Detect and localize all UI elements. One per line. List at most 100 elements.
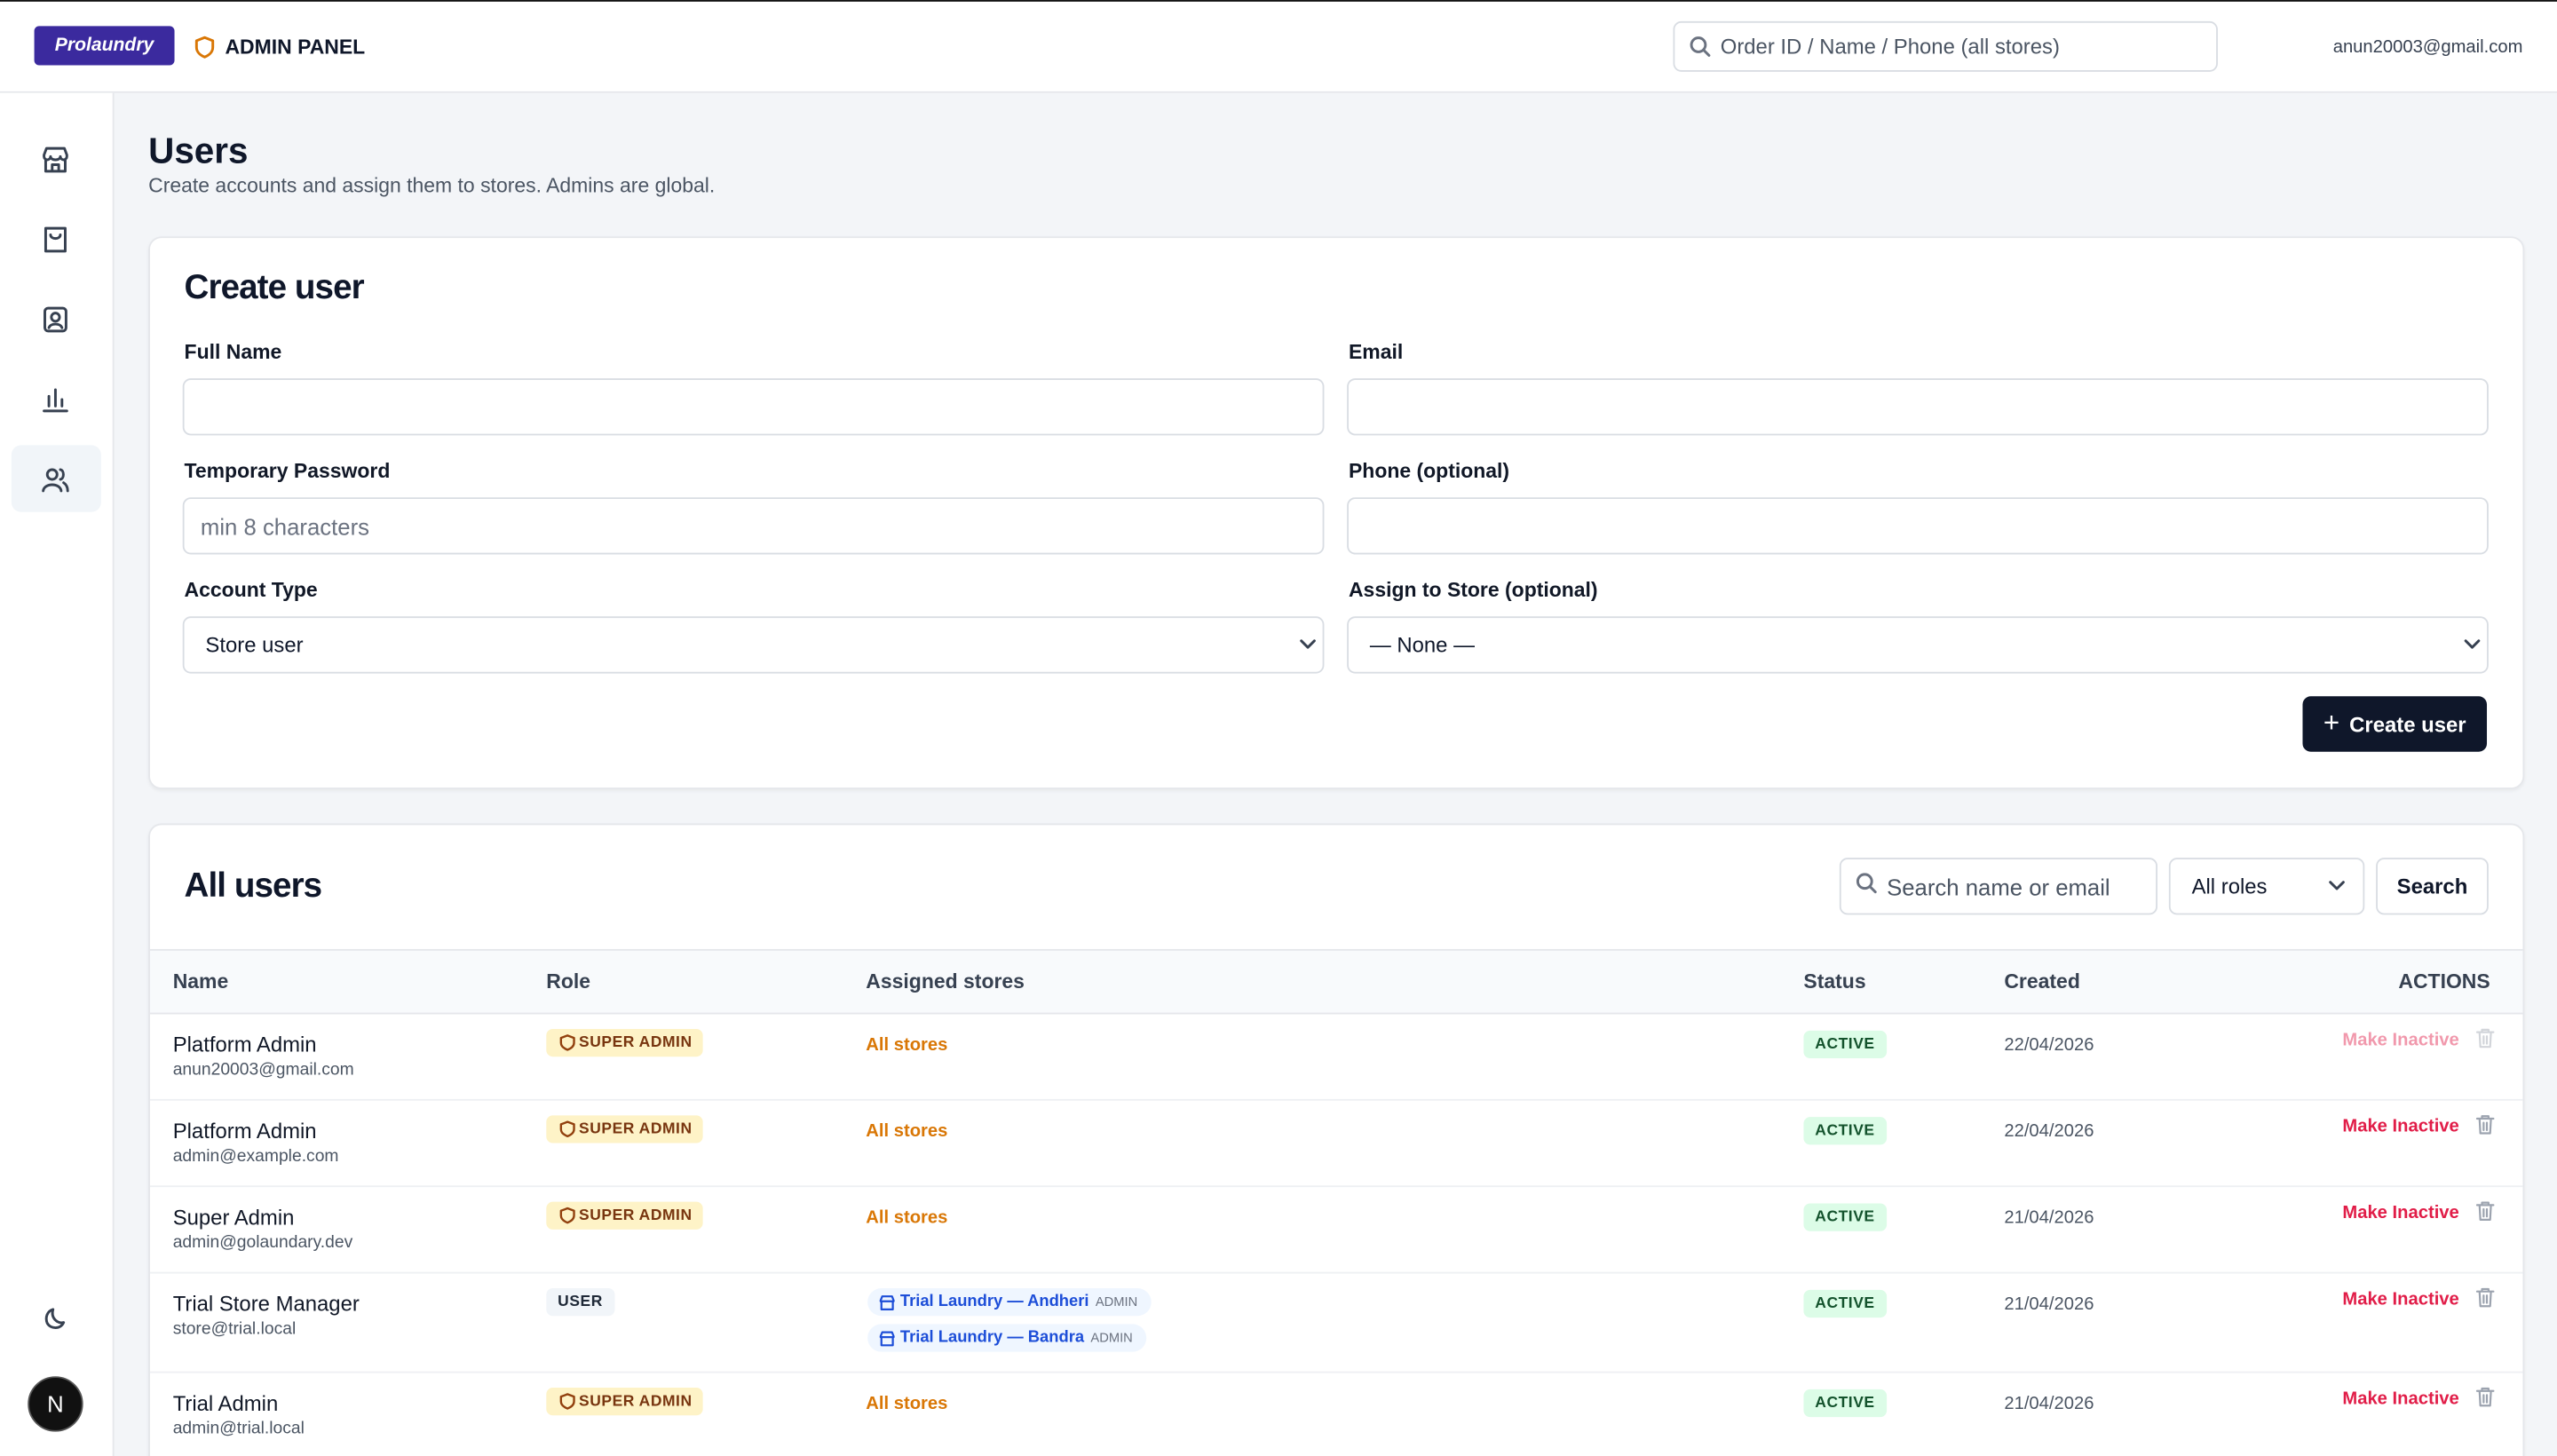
status-badge: ACTIVE [1803,1117,1887,1145]
user-search[interactable]: Search name or email [1839,858,2158,915]
shield-icon [194,36,215,59]
delete-icon [2475,1287,2495,1308]
chevron [2464,639,2481,649]
status-badge: ACTIVE [1803,1389,1887,1418]
users-card: All users Search name or email All roles… [148,823,2525,1456]
select-value: Store user [205,632,304,658]
field-label: Phone (optional) [1348,459,1510,483]
card-title: Create user [184,269,365,307]
panel-label: ADMIN PANEL [225,36,366,59]
store-chip: Trial Laundry — Bandra ADMIN [867,1324,1146,1352]
field-label: Email [1348,340,1404,364]
role-badge: SUPER ADMIN [546,1388,704,1416]
row-divider [149,1371,2523,1373]
created-date: 21/04/2026 [2004,1294,2094,1315]
created-date: 21/04/2026 [2004,1394,2094,1414]
delete-icon [2475,1387,2495,1407]
create-button[interactable]: + Create user [2302,696,2488,752]
text-input[interactable] [1347,378,2489,436]
status-badge: ACTIVE [1803,1289,1887,1318]
create-user-card: Create user + Create user Full Name Email T… [148,236,2525,789]
all-stores: All stores [866,1394,948,1414]
column-header: ACTIONS [2398,969,2490,993]
search-icon [1856,873,1877,894]
status-badge: ACTIVE [1803,1030,1887,1059]
page-title: Users [148,130,249,171]
text-input[interactable]: min 8 characters [182,497,1325,555]
users-icon[interactable] [41,464,70,494]
sidebar: N [0,92,115,1456]
column-header: Created [2004,969,2080,993]
row-divider [149,1185,2523,1188]
store-role: ADMIN [1095,1294,1138,1310]
shield-icon [559,1034,575,1051]
placeholder: min 8 characters [200,512,369,540]
theme-toggle[interactable] [43,1306,68,1332]
all-stores: All stores [866,1208,948,1229]
column-header: Role [546,969,591,993]
user-email: anun20003@gmail.com [172,1059,354,1080]
button-label: Search [2396,874,2468,899]
make-inactive[interactable]: Make Inactive [2342,1203,2459,1223]
page-subtitle: Create accounts and assign them to store… [148,174,716,198]
column-header: Name [172,969,229,993]
customer-icon[interactable] [41,305,70,334]
user-name: Platform Admin [172,1032,317,1057]
role-badge: SUPER ADMIN [546,1201,704,1230]
shield-icon [559,1393,575,1410]
make-inactive[interactable]: Make Inactive [2342,1117,2459,1137]
user-email: admin@golaundary.dev [172,1232,353,1253]
select-value: — None — [1369,632,1475,658]
user-name: Trial Store Manager [172,1291,360,1317]
store-icon [879,1295,895,1311]
button-label: Create user [2349,711,2466,737]
role-filter[interactable]: All roles [2168,858,2365,915]
global-search[interactable]: Order ID / Name / Phone (all stores) [1673,20,2218,72]
text-input[interactable] [1347,497,2489,555]
role-badge: USER [546,1288,614,1317]
bag-icon[interactable] [41,225,70,254]
delete-icon [2475,1115,2495,1135]
created-date: 21/04/2026 [2004,1208,2094,1229]
created-date: 22/04/2026 [2004,1035,2094,1056]
shield-icon [559,1120,575,1138]
store-icon[interactable] [41,145,70,174]
header: Prolaundry ADMIN PANEL Order ID / Name /… [0,0,2557,93]
row-divider [149,1271,2523,1274]
select-value: All roles [2191,874,2268,899]
placeholder: Search name or email [1887,873,2110,899]
field-label: Account Type [184,579,318,602]
field-label: Full Name [184,340,282,364]
store-name: Trial Laundry — Andheri [899,1293,1089,1311]
column-header: Status [1803,969,1866,993]
plus-icon: + [2323,708,2340,740]
make-inactive: Make Inactive [2342,1030,2459,1050]
search-button[interactable]: Search [2376,858,2489,915]
search-icon [1690,36,1711,57]
user-email: admin@trial.local [172,1418,305,1439]
select[interactable]: — None — [1347,616,2489,674]
user-email[interactable]: anun20003@gmail.com [2332,37,2523,58]
reports-icon[interactable] [41,384,70,414]
field-label: Assign to Store (optional) [1348,579,1598,602]
logo[interactable]: Prolaundry [34,26,175,66]
placeholder: Order ID / Name / Phone (all stores) [1720,34,2060,59]
created-date: 22/04/2026 [2004,1121,2094,1142]
make-inactive[interactable]: Make Inactive [2342,1289,2459,1310]
row-divider [149,1098,2523,1101]
card-title: All users [184,867,323,906]
make-inactive[interactable]: Make Inactive [2342,1389,2459,1409]
logo-text: Prolaundry [54,36,154,56]
chevron [2329,881,2345,890]
user-name: Super Admin [172,1205,295,1230]
store-chip: Trial Laundry — Andheri ADMIN [867,1288,1151,1317]
select[interactable]: Store user [182,616,1325,674]
text-input[interactable] [182,378,1325,436]
all-stores: All stores [866,1121,948,1142]
shield-icon [559,1207,575,1224]
column-header: Assigned stores [866,969,1025,993]
avatar[interactable]: N [28,1376,83,1432]
